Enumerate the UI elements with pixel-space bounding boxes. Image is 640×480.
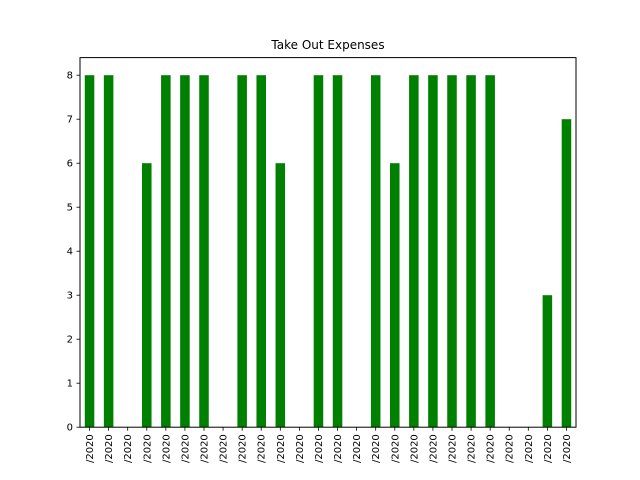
x-tick-label-6: /2020: [200, 434, 211, 463]
bars: [84, 75, 572, 428]
x-tick-label-9: /2020: [257, 434, 268, 463]
bar-19: [447, 75, 457, 428]
y-tick-label-3: 3: [67, 291, 73, 302]
bar-18: [428, 75, 438, 428]
x-tick-label-20: /2020: [467, 434, 478, 463]
bar-8: [237, 75, 247, 428]
bar-5: [180, 75, 190, 428]
x-axis: /2020/2020/2020/2020/2020/2020/2020/2020…: [85, 427, 573, 463]
x-tick-label-4: /2020: [161, 434, 172, 463]
x-tick-label-10: /2020: [276, 434, 287, 463]
x-tick-label-12: /2020: [314, 434, 325, 463]
y-tick-label-7: 7: [67, 115, 73, 126]
x-tick-label-7: /2020: [219, 434, 230, 463]
bar-20: [466, 75, 476, 428]
x-tick-label-1: /2020: [104, 434, 115, 463]
bar-25: [561, 119, 572, 428]
x-tick-label-5: /2020: [180, 434, 191, 463]
bar-9: [256, 75, 266, 428]
bar-16: [390, 163, 400, 428]
bar-15: [370, 75, 381, 428]
x-tick-label-17: /2020: [409, 434, 420, 463]
bar-24: [542, 295, 553, 428]
y-tick-label-8: 8: [67, 71, 73, 82]
x-tick-label-18: /2020: [428, 434, 439, 463]
bar-4: [161, 75, 171, 428]
x-tick-label-15: /2020: [371, 434, 382, 463]
x-tick-label-19: /2020: [448, 434, 459, 463]
chart-title: Take Out Expenses: [270, 38, 384, 52]
bar-12: [313, 75, 324, 428]
bar-1: [103, 75, 114, 428]
y-tick-label-4: 4: [67, 247, 73, 258]
bar-3: [142, 163, 152, 428]
y-tick-label-5: 5: [67, 203, 73, 214]
x-tick-label-13: /2020: [333, 434, 344, 463]
bar-0: [84, 75, 95, 428]
x-tick-label-22: /2020: [505, 434, 516, 463]
x-tick-label-8: /2020: [238, 434, 249, 463]
y-axis: 0 1 2 3 4 5 6 7 8: [67, 71, 80, 434]
y-tick-label-0: 0: [67, 423, 73, 434]
bar-17: [409, 75, 419, 428]
x-tick-label-25: /2020: [562, 434, 573, 463]
x-tick-label-14: /2020: [352, 434, 363, 463]
y-tick-label-2: 2: [67, 335, 73, 346]
x-tick-label-23: /2020: [524, 434, 535, 463]
x-tick-label-24: /2020: [543, 434, 554, 463]
y-tick-label-6: 6: [67, 159, 73, 170]
y-tick-label-1: 1: [67, 379, 73, 390]
plot-frame: [79, 57, 577, 428]
bar-10: [275, 163, 286, 428]
bar-21: [485, 75, 495, 428]
x-tick-label-3: /2020: [142, 434, 153, 463]
bar-13: [332, 75, 343, 428]
x-tick-label-2: /2020: [123, 434, 134, 463]
x-tick-label-21: /2020: [486, 434, 497, 463]
x-tick-label-16: /2020: [390, 434, 401, 463]
x-tick-label-11: /2020: [295, 434, 306, 463]
x-tick-label-0: /2020: [85, 434, 96, 463]
bar-6: [199, 75, 209, 428]
